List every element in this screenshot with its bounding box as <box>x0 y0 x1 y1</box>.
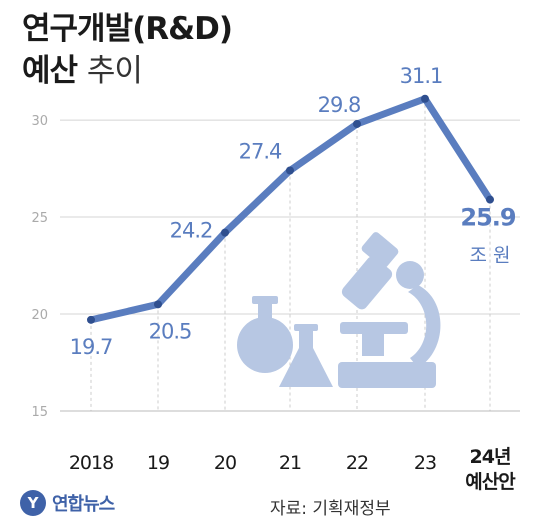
data-label: 29.8 <box>318 93 361 117</box>
data-point <box>286 166 294 175</box>
y-tick-label: 25 <box>31 211 48 226</box>
x-tick-label: 2018 <box>69 452 113 474</box>
y-tick-label: 20 <box>31 308 48 323</box>
conical-flask-icon <box>279 324 333 387</box>
data-point <box>421 94 429 103</box>
data-point <box>353 119 361 128</box>
data-labels: 19.7 20.5 24.2 27.4 29.8 31.1 25.9 조 원 <box>70 64 517 359</box>
data-label: 19.7 <box>70 335 113 359</box>
x-axis: 2018 19 20 21 22 23 24년 예산안 <box>60 410 520 493</box>
y-tick-label: 30 <box>31 114 48 129</box>
data-label: 25.9 <box>460 204 516 232</box>
x-tick-label: 20 <box>214 452 236 474</box>
data-label: 24.2 <box>170 219 213 243</box>
x-tick-label: 21 <box>279 452 301 474</box>
chart-title: 연구개발(R&D) 예산 추이 <box>22 8 233 92</box>
round-flask-icon <box>237 296 293 373</box>
logo-text: 연합뉴스 <box>52 494 115 515</box>
x-tick-label: 23 <box>414 452 436 474</box>
gridlines <box>60 98 520 412</box>
x-tick-label: 22 <box>346 452 368 474</box>
data-point <box>87 315 95 324</box>
title-line-1: 연구개발(R&D) <box>22 11 233 47</box>
data-point <box>486 195 494 204</box>
y-axis: 15 20 25 30 <box>31 114 48 420</box>
lab-equipment-illustration <box>237 232 441 388</box>
source-note: 자료: 기획재정부 <box>270 499 391 519</box>
data-point <box>154 300 162 309</box>
x-tick-label: 19 <box>147 452 169 474</box>
data-label: 27.4 <box>239 140 282 164</box>
logo-mark-icon: Y <box>20 490 46 516</box>
series-line-group <box>87 94 494 324</box>
title-bold: 예산 <box>22 53 78 89</box>
y-tick-label: 15 <box>31 405 48 420</box>
data-point <box>221 228 229 237</box>
data-label: 20.5 <box>149 319 192 343</box>
yonhap-logo: Y 연합뉴스 <box>20 490 115 516</box>
x-tick-label: 24년 예산안 <box>465 446 516 493</box>
title-line-2: 예산 추이 <box>22 50 232 92</box>
microscope-icon <box>338 232 441 388</box>
data-label: 31.1 <box>400 64 443 88</box>
unit-label: 조 원 <box>470 245 511 267</box>
title-light: 추이 <box>86 53 143 89</box>
